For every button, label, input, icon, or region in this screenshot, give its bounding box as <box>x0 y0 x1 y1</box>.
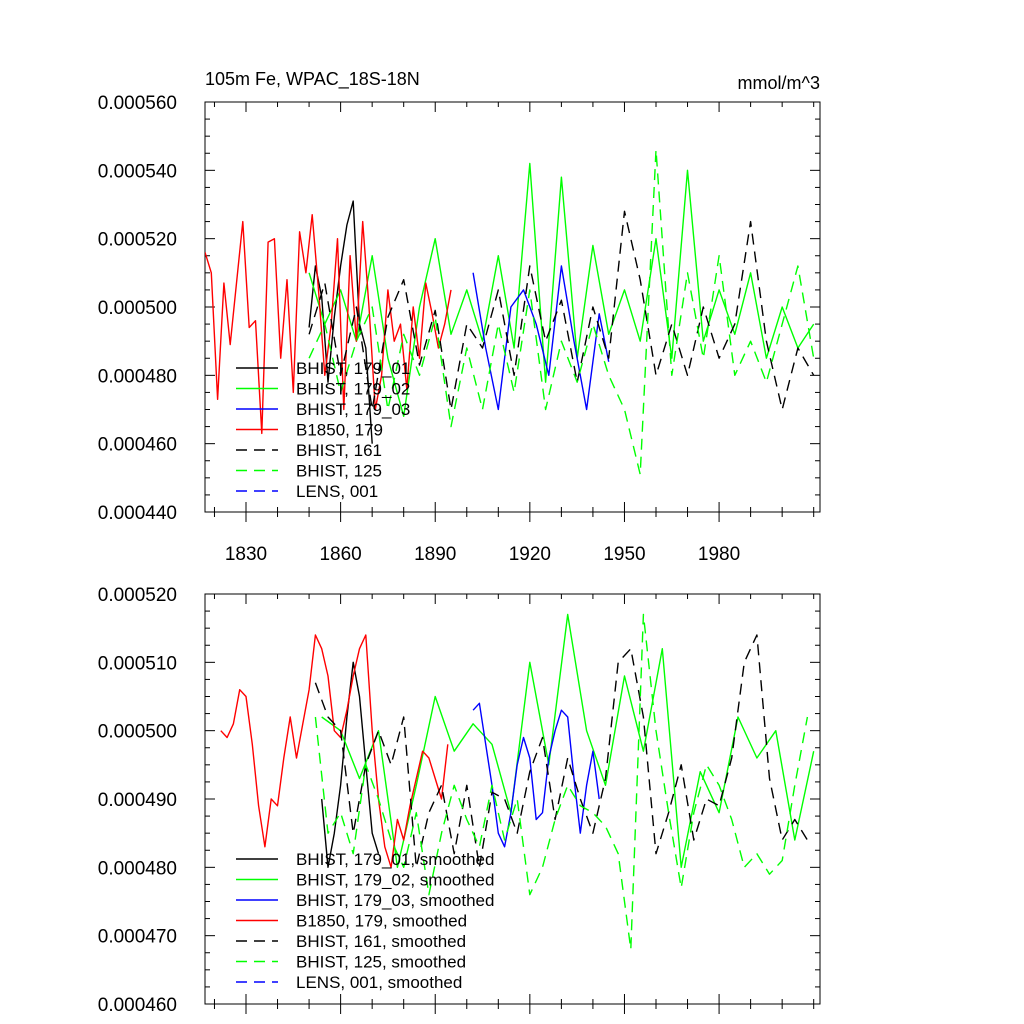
top-legend-label-0: BHIST, 179_01 <box>296 359 410 378</box>
top-series-line-3 <box>205 213 452 435</box>
top-xtick-label: 1860 <box>319 544 361 565</box>
top-legend-label-6: LENS, 001 <box>296 482 378 501</box>
bottom-series-line-4 <box>314 634 808 868</box>
bottom-ytick-label: 0.000460 <box>98 995 177 1016</box>
bottom-legend-label-2: BHIST, 179_03, smoothed <box>296 891 494 910</box>
top-xtick-label: 1920 <box>509 544 551 565</box>
top-legend-label-2: BHIST, 179_03 <box>296 400 410 419</box>
top-ytick-label: 0.000500 <box>98 298 177 319</box>
top-chart-panel: 105m Fe, WPAC_18S-18N mmol/m^3 0.0004400… <box>98 69 821 565</box>
top-xtick-label: 1830 <box>225 544 267 565</box>
top-ytick-label: 0.000560 <box>98 93 177 114</box>
bottom-ytick-label: 0.000500 <box>98 722 177 743</box>
bottom-legend-label-3: B1850, 179, smoothed <box>296 912 467 931</box>
bottom-ytick-label: 0.000510 <box>98 653 177 674</box>
top-series-line-4 <box>308 210 815 411</box>
top-xtick-label: 1980 <box>698 544 740 565</box>
bottom-legend-label-6: LENS, 001, smoothed <box>296 973 462 992</box>
bottom-legend-label-0: BHIST, 179_01, smoothed <box>296 850 494 869</box>
top-series-line-0 <box>308 200 373 444</box>
top-series-line-5 <box>308 149 815 476</box>
bottom-legend-label-1: BHIST, 179_02, smoothed <box>296 871 494 890</box>
top-ytick-label: 0.000480 <box>98 366 177 387</box>
bottom-legend-label-5: BHIST, 125, smoothed <box>296 953 466 972</box>
top-ytick-label: 0.000440 <box>98 503 177 524</box>
bottom-ytick-label: 0.000480 <box>98 858 177 879</box>
top-legend-label-5: BHIST, 125 <box>296 462 382 481</box>
bottom-series-line-3 <box>220 634 449 868</box>
top-ytick-label: 0.000460 <box>98 435 177 456</box>
top-chart-title: 105m Fe, WPAC_18S-18N <box>205 69 420 90</box>
bottom-legend: BHIST, 179_01, smoothed BHIST, 179_02, sm… <box>236 850 494 992</box>
bottom-ytick-label: 0.000520 <box>98 585 177 606</box>
top-ytick-label: 0.000520 <box>98 230 177 251</box>
bottom-series-group <box>220 613 815 950</box>
top-ytick-label: 0.000540 <box>98 161 177 182</box>
top-series-line-2 <box>472 265 610 411</box>
top-series-line-1 <box>308 162 815 417</box>
bottom-ytick-label: 0.000490 <box>98 790 177 811</box>
bottom-chart-panel: 0.000460 0.000470 0.000480 0.000490 0.000500… <box>98 585 821 1016</box>
bottom-legend-label-4: BHIST, 161, smoothed <box>296 932 466 951</box>
bottom-series-line-2 <box>472 702 600 848</box>
top-plot-area: 0.000440 0.000460 0.000480 0.000500 0.000520… <box>98 93 821 565</box>
bottom-ytick-label: 0.000470 <box>98 927 177 948</box>
top-series-group <box>205 149 815 476</box>
bottom-series-line-5 <box>314 613 809 950</box>
top-legend-label-4: BHIST, 161 <box>296 441 382 460</box>
top-xtick-label: 1950 <box>603 544 645 565</box>
bottom-plot-area: 0.000460 0.000470 0.000480 0.000490 0.000500… <box>98 585 821 1016</box>
top-legend-label-3: B1850, 179 <box>296 421 383 440</box>
top-legend-label-1: BHIST, 179_02 <box>296 380 410 399</box>
top-xtick-label: 1890 <box>414 544 456 565</box>
top-chart-units: mmol/m^3 <box>738 73 820 93</box>
